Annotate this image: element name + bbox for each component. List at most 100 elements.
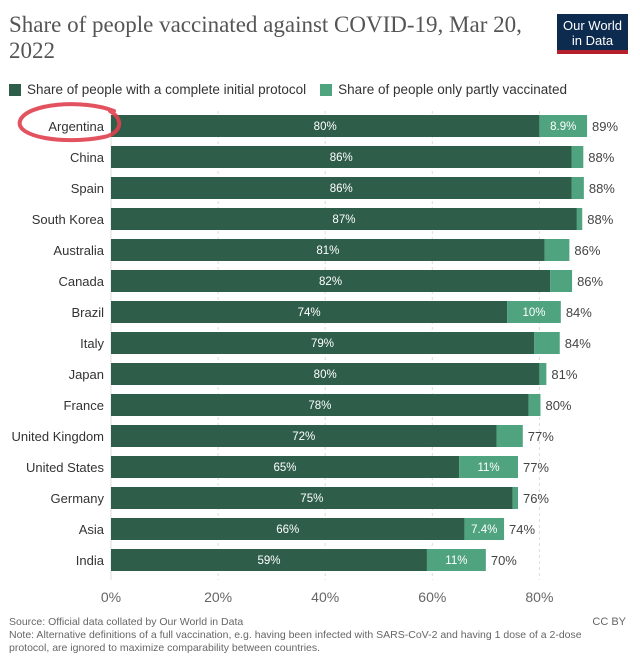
category-label: Spain: [71, 181, 104, 196]
legend-swatch-full: [9, 83, 21, 96]
category-label: United States: [26, 460, 105, 475]
bar-chart: 0% 20% 40% 60% 80% Argentina 80% 8.9% 89% China 86…: [12, 111, 619, 605]
x-tick-label: 40%: [311, 589, 339, 605]
total-label: 88%: [589, 181, 615, 196]
bar-full: [111, 239, 545, 261]
bar-partial: [576, 208, 583, 230]
bar-full: [111, 332, 535, 354]
data-label-full: 86%: [330, 183, 353, 195]
data-label-full: 80%: [314, 369, 337, 381]
category-label: Germany: [51, 491, 105, 506]
data-label-full: 74%: [298, 307, 321, 319]
legend-label-full: Share of people with a complete initial …: [27, 82, 307, 97]
bar-full: [111, 363, 540, 385]
note-text: Note: Alternative definitions of a full …: [9, 629, 582, 654]
bar-full: [111, 146, 572, 168]
category-label: France: [64, 398, 104, 413]
source-text: Source: Official data collated by Our Wo…: [9, 616, 244, 628]
bar-partial: [571, 177, 584, 199]
legend-swatch-partial: [320, 83, 333, 96]
total-label: 84%: [565, 336, 591, 351]
total-label: 86%: [574, 243, 600, 258]
x-tick-label: 80%: [525, 589, 553, 605]
x-tick-label: 20%: [204, 589, 232, 605]
data-label-full: 66%: [276, 524, 299, 536]
total-label: 77%: [523, 460, 549, 475]
license-text[interactable]: CC BY: [592, 616, 626, 628]
bar-full: [111, 394, 529, 416]
legend-item-full[interactable]: Share of people with a complete initial …: [9, 82, 306, 97]
bar-partial: [507, 301, 561, 323]
bar-partial: [459, 456, 518, 478]
total-label: 81%: [551, 367, 577, 382]
data-label-full: 81%: [316, 245, 339, 257]
bar-partial: [571, 146, 584, 168]
total-label: 70%: [491, 553, 517, 568]
total-label: 77%: [528, 429, 554, 444]
total-label: 89%: [592, 119, 618, 134]
total-label: 80%: [545, 398, 571, 413]
x-tick-label: 0%: [101, 589, 121, 605]
footer: Source: Official data collated by Our Wo…: [9, 616, 599, 655]
category-label: Australia: [53, 243, 104, 258]
data-label-full: 82%: [319, 276, 342, 288]
total-label: 86%: [577, 274, 603, 289]
category-label: Argentina: [48, 119, 104, 134]
legend: Share of people with a complete initial …: [9, 82, 581, 97]
bar-partial: [550, 270, 573, 292]
data-label-full: 72%: [292, 431, 315, 443]
category-label: Italy: [80, 336, 104, 351]
logo-line-1: Our World: [563, 18, 622, 33]
data-label-partial: 7.4%: [471, 524, 497, 536]
owid-logo[interactable]: Our World in Data: [557, 14, 628, 54]
bar-full: [111, 115, 540, 137]
category-label: South Korea: [32, 212, 105, 227]
bar-partial: [426, 549, 486, 571]
total-label: 74%: [509, 522, 535, 537]
bar-partial: [539, 363, 547, 385]
data-label-full: 80%: [314, 121, 337, 133]
category-label: China: [70, 150, 105, 165]
logo-line-2: in Data: [571, 33, 614, 48]
bar-partial: [534, 332, 560, 354]
category-label: Japan: [69, 367, 104, 382]
data-label-full: 59%: [257, 555, 280, 567]
bar-full: [111, 549, 427, 571]
legend-item-partial[interactable]: Share of people only partly vaccinated: [320, 82, 567, 97]
category-label: India: [76, 553, 105, 568]
bar-partial: [496, 425, 523, 447]
bar-partial: [528, 394, 541, 416]
data-label-full: 65%: [274, 462, 297, 474]
data-label-full: 86%: [330, 152, 353, 164]
bar-partial: [544, 239, 570, 261]
bar-partial: [512, 487, 518, 509]
bar-full: [111, 487, 513, 509]
bar-partial: [464, 518, 505, 540]
data-label-partial: 8.9%: [550, 121, 576, 133]
bar-full: [111, 518, 465, 540]
bar-full: [111, 177, 572, 199]
data-label-partial: 11%: [445, 555, 467, 567]
bar-full: [111, 270, 551, 292]
data-label-partial: 10%: [523, 307, 546, 319]
bar-full: [111, 425, 497, 447]
total-label: 88%: [587, 212, 613, 227]
bar-partial: [539, 115, 588, 137]
chart-title: Share of people vaccinated against COVID…: [9, 12, 522, 63]
data-label-partial: 11%: [477, 462, 499, 474]
total-label: 88%: [588, 150, 614, 165]
data-label-full: 79%: [311, 338, 334, 350]
bar-full: [111, 456, 460, 478]
bar-full: [111, 208, 577, 230]
category-label: United Kingdom: [12, 429, 105, 444]
category-label: Brazil: [71, 305, 104, 320]
data-label-full: 78%: [308, 400, 331, 412]
category-label: Asia: [79, 522, 105, 537]
bar-full: [111, 301, 508, 323]
total-label: 84%: [566, 305, 592, 320]
data-label-full: 75%: [300, 493, 323, 505]
total-label: 76%: [523, 491, 549, 506]
data-label-full: 87%: [332, 214, 355, 226]
legend-label-partial: Share of people only partly vaccinated: [338, 82, 568, 97]
x-tick-label: 60%: [418, 589, 446, 605]
